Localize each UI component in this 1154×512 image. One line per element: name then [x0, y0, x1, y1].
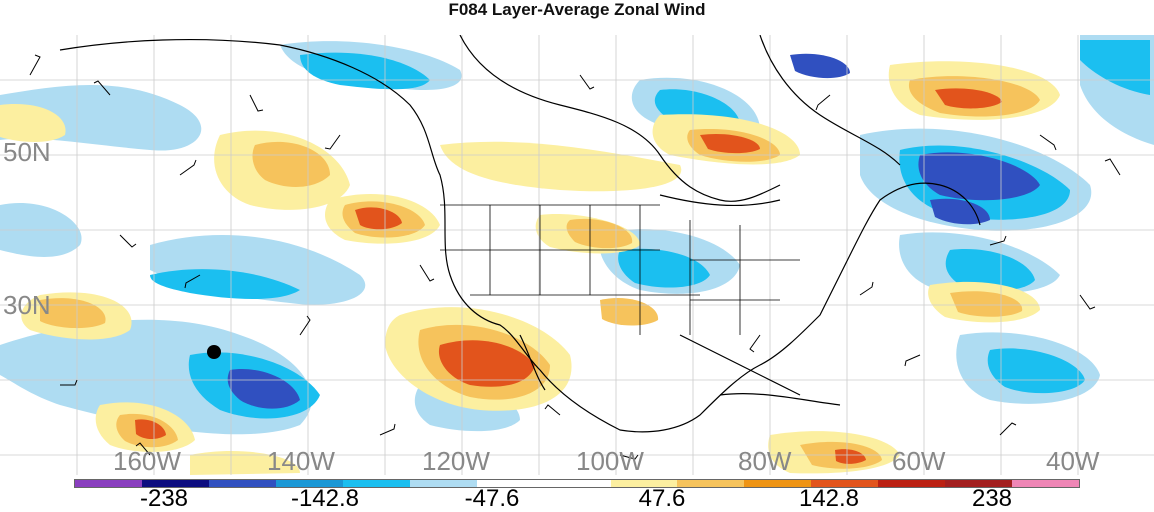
state-borders: [440, 204, 800, 335]
colorbar-label-142-8: 142.8: [798, 485, 860, 512]
lon-label-100w: 100W: [576, 446, 644, 476]
lon-label-80w: 80W: [738, 446, 792, 476]
colorbar-segment: [945, 480, 1013, 487]
lon-label-120w: 120W: [422, 446, 490, 476]
colorbar-segment: [141, 480, 209, 487]
colorbar-segment: [878, 480, 946, 487]
station-marker: [207, 345, 221, 359]
colorbar-label-neg47-6: -47.6: [464, 485, 520, 512]
lon-label-140w: 140W: [267, 446, 335, 476]
map-svg: [0, 34, 1154, 475]
colorbar-segment: [342, 480, 410, 487]
colorbar-label-238: 238: [971, 485, 1013, 512]
colorbar-segment: [1012, 480, 1080, 487]
map-canvas: [0, 34, 1154, 475]
colorbar: [74, 479, 1080, 488]
colorbar-label-neg238: -238: [139, 485, 189, 512]
coastlines: [59, 34, 981, 433]
colorbar-segment: [275, 480, 343, 487]
colorbar-label-neg142-8: -142.8: [290, 485, 360, 512]
lat-label-50n: 50N: [3, 137, 51, 167]
colorbar-label-47-6: 47.6: [638, 485, 686, 512]
colorbar-segment: [744, 480, 812, 487]
map-title: F084 Layer-Average Zonal Wind: [448, 0, 706, 19]
colorbar-segment: [75, 480, 142, 487]
colorbar-segment: [476, 480, 544, 487]
lon-label-40w: 40W: [1046, 446, 1100, 476]
colorbar-segment: [409, 480, 477, 487]
lat-label-30n: 30N: [3, 290, 51, 320]
colorbar-segment: [208, 480, 276, 487]
lon-label-60w: 60W: [892, 446, 946, 476]
colorbar-segment: [677, 480, 745, 487]
wind-barbs: [29, 54, 1121, 460]
map-gridlines: [0, 35, 1154, 475]
colorbar-segment: [811, 480, 879, 487]
lon-label-160w: 160W: [113, 446, 181, 476]
colorbar-segment: [610, 480, 678, 487]
red-contours: [135, 88, 1002, 464]
colorbar-segment: [543, 480, 611, 487]
